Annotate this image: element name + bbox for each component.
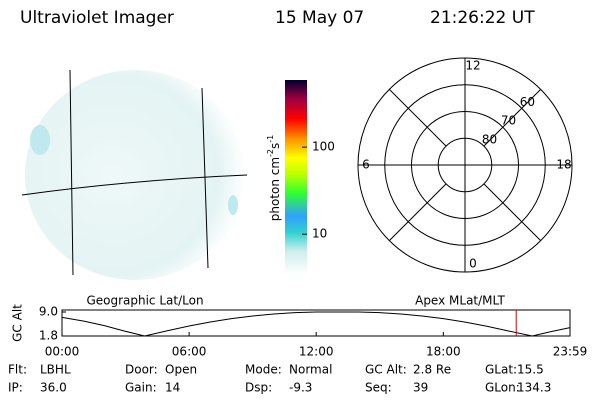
info-label: Mode:	[245, 363, 282, 377]
mlt-line	[483, 88, 542, 147]
y-axis-label: GC Alt	[11, 304, 25, 342]
mlt-label: 6	[362, 158, 370, 172]
right-label: Apex MLat/MLT	[415, 294, 505, 308]
info-label: Gain:	[125, 381, 157, 395]
y-tick-label: 1.8	[39, 329, 58, 343]
info-value: 15.5	[517, 363, 544, 377]
mlt-label: 18	[556, 158, 571, 172]
y-tick-label: 9.0	[39, 305, 58, 319]
left-label: Geographic Lat/Lon	[86, 294, 203, 308]
grid-line	[21, 174, 248, 196]
info-label: GLon:	[485, 381, 520, 395]
info-value: LBHL	[40, 363, 71, 377]
info-value: 14	[165, 381, 180, 395]
x-tick-label: 00:00	[45, 345, 80, 359]
date: 15 May 07	[275, 8, 364, 28]
image	[21, 69, 248, 280]
info-value: -9.3	[289, 381, 312, 395]
info-label: Dsp:	[245, 381, 272, 395]
altitude-line	[61, 311, 571, 337]
info-label: Flt:	[8, 363, 27, 377]
mlt-line	[483, 183, 542, 242]
colorbar-label: photon cm-2s-1	[266, 135, 282, 222]
mlt-line	[388, 88, 447, 147]
info-label: GC Alt:	[365, 363, 407, 377]
info-value: Normal	[289, 363, 332, 377]
mlt-label: 0	[469, 257, 477, 271]
mlt-line	[388, 183, 447, 242]
colorbar-tick-label: 10	[312, 227, 327, 241]
info-label: Seq:	[365, 381, 392, 395]
instrument: Ultraviolet Imager	[20, 8, 174, 28]
info-value: 2.8 Re	[413, 363, 451, 377]
mlt-label: 12	[465, 59, 480, 73]
bright-spot	[30, 125, 50, 155]
colorbar	[285, 80, 307, 275]
info-value: 134.3	[517, 381, 551, 395]
x-tick-label: 06:00	[172, 345, 207, 359]
info-label: IP:	[8, 381, 23, 395]
colorbar-tick-label: 100	[312, 140, 335, 154]
info-value: Open	[165, 363, 197, 377]
info-label: GLat:	[485, 363, 517, 377]
grid-line	[201, 87, 209, 269]
info-value: 39	[413, 381, 428, 395]
info-label: Door:	[125, 363, 158, 377]
x-tick-label: 12:00	[299, 345, 334, 359]
time: 21:26:22 UT	[430, 8, 535, 28]
image-disk	[25, 70, 245, 280]
x-tick-label: 18:00	[426, 345, 461, 359]
info-value: 36.0	[40, 381, 67, 395]
bright-spot	[228, 195, 238, 215]
x-tick-label: 23:59	[553, 345, 588, 359]
grid-line	[69, 69, 74, 276]
